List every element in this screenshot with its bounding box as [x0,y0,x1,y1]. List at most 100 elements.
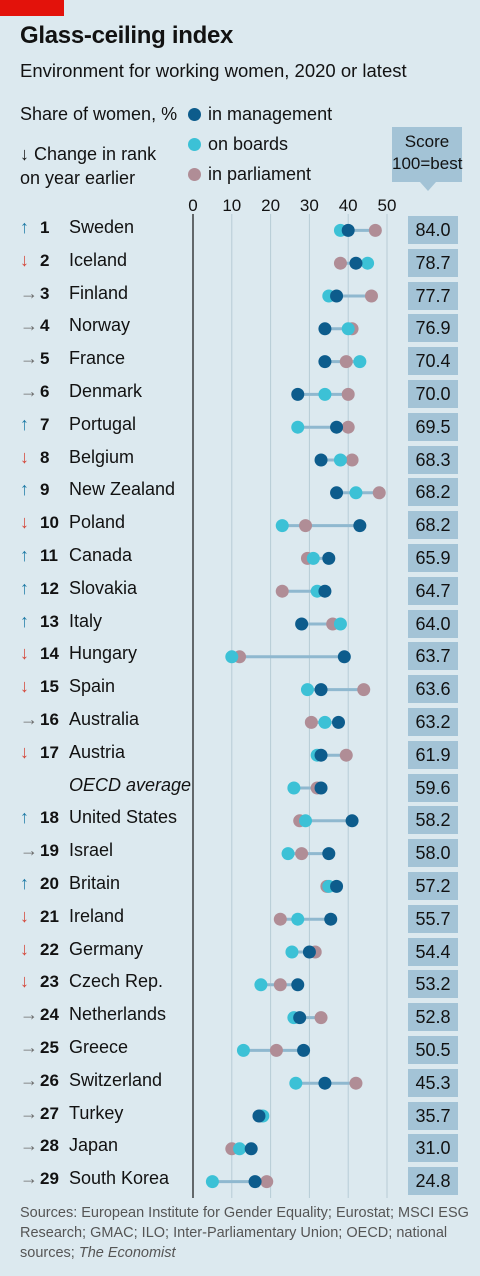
change-label-line1: ↓ Change in rank [20,144,157,164]
score-value: 63.6 [408,675,458,704]
country-name: Austria [69,741,126,762]
score-value: 54.4 [408,937,458,966]
rank-number: 20 [40,874,59,893]
score-value: 63.2 [408,708,458,736]
country-row: → 3 Finland 77.7 [0,280,480,313]
score-value: 76.9 [408,314,458,343]
rank-number: 14 [40,644,59,664]
country-name: Netherlands [69,1004,167,1025]
rank-change-down-icon: ↓ [20,741,29,762]
rank-change-flat-icon: → [20,1135,38,1156]
management-dot [291,978,305,992]
management-dot [318,1076,332,1090]
country-name: Belgium [69,446,135,467]
score-value: 70.0 [408,380,458,408]
parliament-dot [339,748,353,762]
score-value: 52.8 [408,1003,458,1032]
parliament-dot [275,584,289,598]
rank-change-flat-icon: → [20,709,38,729]
country-name: Japan [69,1135,119,1156]
management-dot [318,322,332,336]
x-tick-label: 50 [377,196,397,215]
rank-change-down-icon: ↓ [20,643,29,664]
sources-italic: The Economist [78,1245,176,1261]
country-row: ↓ 23 Czech Rep. 53.2 [0,968,480,1001]
rank-change-flat-icon: → [20,1069,38,1090]
country-name: South Korea [69,1168,170,1189]
score-value: 58.0 [408,839,458,868]
rank-number: 1 [40,218,50,237]
rank-change-flat-icon: → [20,840,38,861]
rank-number: 29 [40,1169,59,1189]
country-name: Slovakia [69,577,138,598]
legend-boards: on boards [188,134,288,155]
rank-number: 26 [40,1070,59,1090]
score-value: 68.2 [408,478,458,507]
rank-number: 28 [40,1136,59,1156]
country-row: → 29 South Korea 24.8 [0,1165,480,1198]
parliament-dot [372,486,386,500]
boards-dot [318,387,332,401]
parliament-dot [345,453,359,467]
management-dot [318,355,332,369]
score-value: 31.0 [408,1134,458,1163]
score-value: 63.7 [408,642,458,671]
legend-parliament: in parliament [188,164,311,185]
rank-change-down-icon: ↓ [20,938,29,959]
rank-number: 17 [40,742,59,762]
rank-number: 5 [40,349,50,369]
rank-number: 18 [40,808,59,828]
country-row: → 5 France 70.4 [0,345,480,378]
management-dot [293,1011,307,1025]
x-tick-label: 10 [222,196,242,215]
rank-number: 13 [40,611,59,631]
management-dot [349,256,363,270]
boards-dot [341,322,355,336]
country-name: Britain [69,873,121,893]
rank-number: 7 [40,414,50,434]
country-name: Czech Rep. [69,971,164,992]
country-name: Poland [69,512,126,533]
score-value: 68.3 [408,445,458,474]
chart-subtitle: Environment for working women, 2020 or l… [20,60,407,81]
rank-number: 24 [40,1005,59,1025]
parliament-dot [304,715,318,729]
parliament-dot [339,355,353,369]
boards-dot [333,453,347,467]
management-dot [330,486,344,500]
rank-change-up-icon: ↑ [20,873,29,893]
country-row: ↓ 10 Poland 68.2 [0,509,480,542]
rank-change-flat-icon: → [20,1004,38,1025]
country-name: Greece [69,1037,129,1057]
rank-change-up-icon: ↑ [20,610,29,631]
rank-change-flat-icon: → [20,282,38,303]
country-row: ↑ 1 Sweden 84.0 [0,214,480,247]
country-name: Germany [69,938,144,959]
boards-dot [275,519,289,533]
country-row: → 24 Netherlands 52.8 [0,1001,480,1034]
country-row: ↑ 9 New Zealand 68.2 [0,476,480,509]
sources-text: Sources: European Institute for Gender E… [20,1205,469,1261]
parliament-dot [333,256,347,270]
score-value: 65.9 [408,544,458,572]
rank-change-down-icon: ↓ [20,512,29,533]
legend-boards-dot [188,138,201,151]
parliament-dot [314,1011,328,1025]
management-dot [330,879,344,893]
rank-change-up-icon: ↑ [20,545,29,565]
boards-dot [349,486,363,500]
brand-tag [0,0,64,16]
country-name: New Zealand [69,479,176,500]
rank-number: 8 [40,447,50,467]
change-label-line2: on year earlier [20,168,136,188]
boards-dot [291,420,305,434]
rank-number: 23 [40,972,59,992]
rank-change-flat-icon: → [20,1102,38,1123]
country-row: OECD average 59.6 [0,772,480,805]
parliament-dot [299,519,313,533]
country-row: → 6 Denmark 70.0 [0,378,480,411]
management-dot [248,1175,262,1189]
score-value: 84.0 [408,216,458,244]
score-value: 61.9 [408,740,458,769]
boards-dot [233,1142,247,1156]
